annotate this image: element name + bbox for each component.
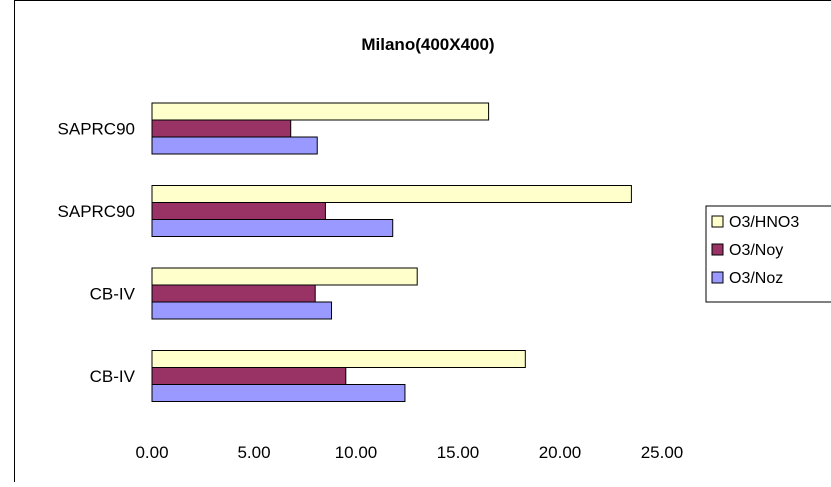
- category-label: CB-IV: [90, 367, 136, 386]
- bar: [151, 301, 333, 320]
- x-tick-label: 0.00: [135, 443, 168, 462]
- bar: [151, 384, 406, 402]
- bar: [151, 185, 632, 203]
- x-tick-label: 10.00: [335, 443, 378, 462]
- legend: O3/HNO3 O3/Noy O3/Noz: [705, 205, 831, 303]
- legend-label: O3/Noz: [729, 270, 783, 287]
- bar: [151, 267, 418, 286]
- category-label: SAPRC90: [58, 120, 135, 139]
- x-tick-label: 15.00: [437, 443, 480, 462]
- bar: [151, 350, 526, 368]
- bar: [151, 367, 347, 385]
- x-tick-label: 25.00: [641, 443, 684, 462]
- x-tick-label: 20.00: [539, 443, 582, 462]
- category-labels: SAPRC90 SAPRC90 CB-IV CB-IV: [58, 120, 136, 387]
- legend-box: [705, 205, 831, 303]
- category-label: CB-IV: [90, 285, 136, 304]
- bar: [151, 284, 316, 303]
- category-label: SAPRC90: [58, 202, 135, 221]
- legend-label: O3/Noy: [729, 242, 783, 259]
- legend-swatch: [711, 215, 724, 228]
- bars: [151, 102, 632, 402]
- x-tick-labels: 0.00 5.00 10.00 15.00 20.00 25.00: [135, 443, 683, 462]
- x-tick-label: 5.00: [237, 443, 270, 462]
- legend-label: O3/HNO3: [729, 214, 799, 231]
- chart-title: Milano(400X400): [361, 35, 494, 54]
- legend-swatch: [711, 271, 724, 284]
- bar: [151, 119, 292, 138]
- bar: [151, 102, 490, 121]
- bar: [151, 219, 394, 237]
- bar: [151, 136, 318, 155]
- legend-swatch: [711, 243, 724, 256]
- bar: [151, 202, 326, 220]
